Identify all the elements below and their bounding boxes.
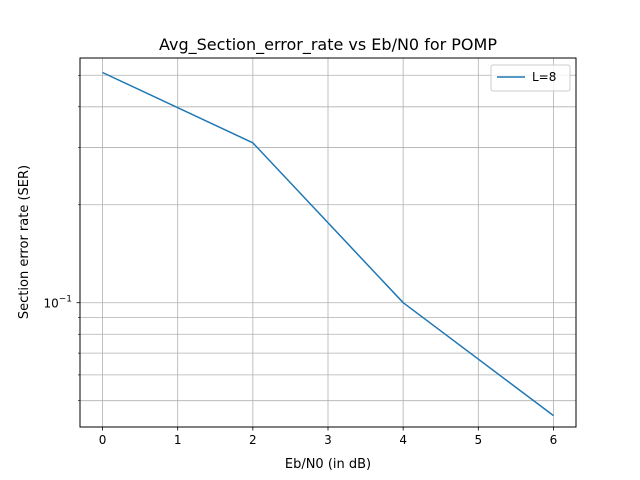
x-axis-label: Eb/N0 (in dB) [285,457,371,472]
x-tick-label: 3 [324,433,332,447]
tick-labels: 0 1 2 3 4 5 6 10−1 [43,295,557,447]
x-tick-label: 4 [399,433,407,447]
ticks [76,74,554,431]
y-tick-label: 10−1 [43,295,72,311]
chart-title: Avg_Section_error_rate vs Eb/N0 for POMP [159,35,497,55]
series-line-l8 [102,71,554,417]
x-tick-label: 0 [99,433,107,447]
legend-label: L=8 [532,70,556,84]
grid [80,58,576,427]
plot-lines [102,71,554,417]
x-tick-label: 2 [249,433,257,447]
x-tick-label: 5 [474,433,482,447]
legend: L=8 [490,64,571,92]
x-tick-label: 6 [550,433,558,447]
x-tick-label: 1 [174,433,182,447]
legend-box [490,64,571,92]
y-axis-label: Section error rate (SER) [17,165,32,319]
